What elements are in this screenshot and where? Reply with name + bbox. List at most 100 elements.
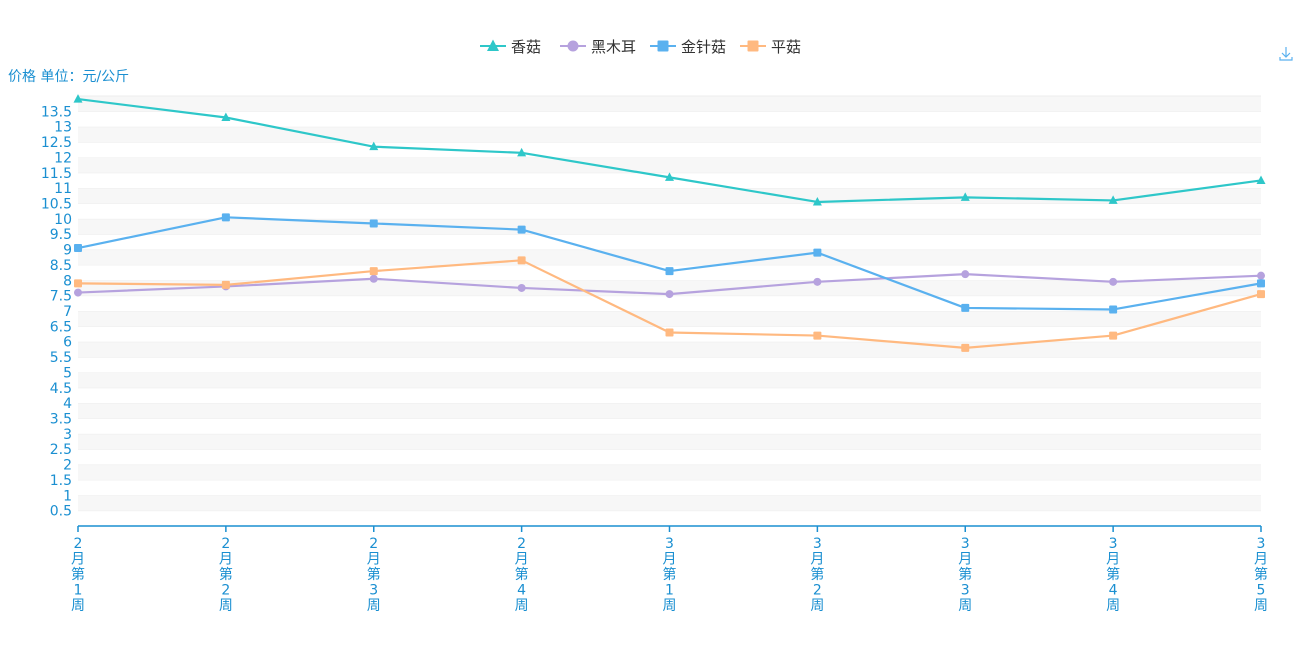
data-point[interactable] <box>567 40 579 52</box>
data-point[interactable] <box>74 244 82 253</box>
legend-item[interactable]: 黑木耳 <box>560 38 636 56</box>
data-point[interactable] <box>221 213 230 222</box>
x-tick-label: 3 <box>369 583 378 599</box>
x-tick-label: 3 <box>961 583 970 599</box>
data-point[interactable] <box>369 274 378 283</box>
grid <box>78 95 1261 526</box>
grid-band <box>78 479 1261 496</box>
data-point[interactable] <box>221 280 230 289</box>
data-point[interactable] <box>369 219 378 228</box>
data-point[interactable] <box>961 303 970 312</box>
x-tick-label: 5 <box>1257 583 1266 599</box>
data-point[interactable] <box>812 196 822 206</box>
grid-band <box>78 157 1261 173</box>
data-point[interactable] <box>961 270 970 279</box>
data-point[interactable] <box>1109 305 1118 314</box>
y-tick-label: 1 <box>63 488 72 504</box>
data-point[interactable] <box>1109 331 1118 340</box>
x-tick-label: 周 <box>1254 598 1268 614</box>
y-tick-label: 5 <box>63 365 72 381</box>
x-tick-label: 第 <box>219 566 233 583</box>
data-point[interactable] <box>517 225 526 234</box>
data-point[interactable] <box>1256 175 1266 184</box>
data-point[interactable] <box>665 172 674 181</box>
data-point[interactable] <box>1257 271 1265 280</box>
data-point[interactable] <box>517 256 526 265</box>
x-tick-label: 第 <box>71 566 85 583</box>
legend-label: 香菇 <box>511 38 541 56</box>
grid-band <box>78 126 1261 143</box>
x-tick-label: 2 <box>813 583 822 599</box>
y-tick-label: 11.5 <box>41 166 72 182</box>
x-tick-label: 月 <box>515 552 529 568</box>
y-tick-label: 10 <box>54 212 72 228</box>
data-point[interactable] <box>74 288 82 297</box>
data-point[interactable] <box>665 328 674 337</box>
x-tick-label: 第 <box>958 566 972 583</box>
legend-item[interactable]: 金针菇 <box>650 38 726 56</box>
x-tick-label: 1 <box>665 583 674 599</box>
y-tick-label: 13.5 <box>41 104 72 120</box>
y-tick-label: 1.5 <box>50 473 72 489</box>
data-point[interactable] <box>961 343 970 352</box>
data-point[interactable] <box>665 290 674 299</box>
x-tick-label: 周 <box>1106 598 1120 614</box>
y-tick-label: 5.5 <box>50 350 72 366</box>
x-tick-label: 月 <box>1106 552 1120 568</box>
x-tick-label: 4 <box>517 583 526 599</box>
x-tick-label: 月 <box>1254 552 1268 568</box>
x-tick-label: 第 <box>663 566 677 583</box>
data-point[interactable] <box>74 279 82 288</box>
grid-band <box>78 234 1261 250</box>
data-point[interactable] <box>221 112 231 122</box>
data-point[interactable] <box>813 331 822 340</box>
axes: 0.511.522.533.544.555.566.577.588.599.51… <box>41 104 1268 614</box>
grid-band <box>78 96 1261 112</box>
x-tick-label: 2 <box>74 536 83 552</box>
data-point[interactable] <box>1109 277 1118 286</box>
data-point[interactable] <box>813 277 822 286</box>
data-point[interactable] <box>1257 290 1265 299</box>
x-tick-label: 2 <box>369 536 378 552</box>
data-point[interactable] <box>1257 279 1265 288</box>
y-tick-label: 13 <box>54 120 72 136</box>
data-point[interactable] <box>657 40 669 52</box>
data-point[interactable] <box>813 248 822 257</box>
data-point[interactable] <box>517 283 526 292</box>
grid-band <box>78 341 1261 358</box>
grid-band <box>78 403 1261 419</box>
legend-item[interactable]: 平菇 <box>740 38 801 56</box>
y-tick-label: 7 <box>63 304 72 320</box>
data-point[interactable] <box>665 267 674 276</box>
legend-label: 金针菇 <box>681 38 726 56</box>
y-tick-label: 8.5 <box>50 258 72 274</box>
data-point[interactable] <box>960 192 970 201</box>
y-tick-label: 8 <box>63 273 72 289</box>
data-point[interactable] <box>369 141 379 151</box>
data-point[interactable] <box>73 94 83 103</box>
legend-item[interactable]: 香菇 <box>480 38 541 56</box>
grid-band <box>78 111 1261 127</box>
x-tick-label: 3 <box>665 536 674 552</box>
y-tick-label: 2 <box>63 458 72 474</box>
data-point[interactable] <box>369 267 378 276</box>
y-tick-label: 11 <box>54 181 72 197</box>
download-icon[interactable] <box>1279 47 1293 61</box>
x-tick-label: 月 <box>219 552 233 568</box>
data-point[interactable] <box>487 39 499 52</box>
data-point[interactable] <box>1108 195 1118 204</box>
legend-label: 黑木耳 <box>591 38 636 56</box>
y-axis-label: 价格 单位：元/公斤 <box>8 69 129 85</box>
y-tick-label: 6 <box>63 335 72 351</box>
x-tick-label: 月 <box>958 552 972 568</box>
legend[interactable]: 香菇 黑木耳 金针菇 平菇 <box>480 38 801 56</box>
data-point[interactable] <box>747 40 759 52</box>
x-tick-label: 月 <box>810 552 824 568</box>
grid-band <box>78 372 1261 388</box>
data-point[interactable] <box>517 147 527 157</box>
x-tick-label: 周 <box>219 598 233 614</box>
grid-band <box>78 464 1261 480</box>
y-tick-label: 10.5 <box>41 197 72 213</box>
x-tick-label: 周 <box>958 598 972 614</box>
